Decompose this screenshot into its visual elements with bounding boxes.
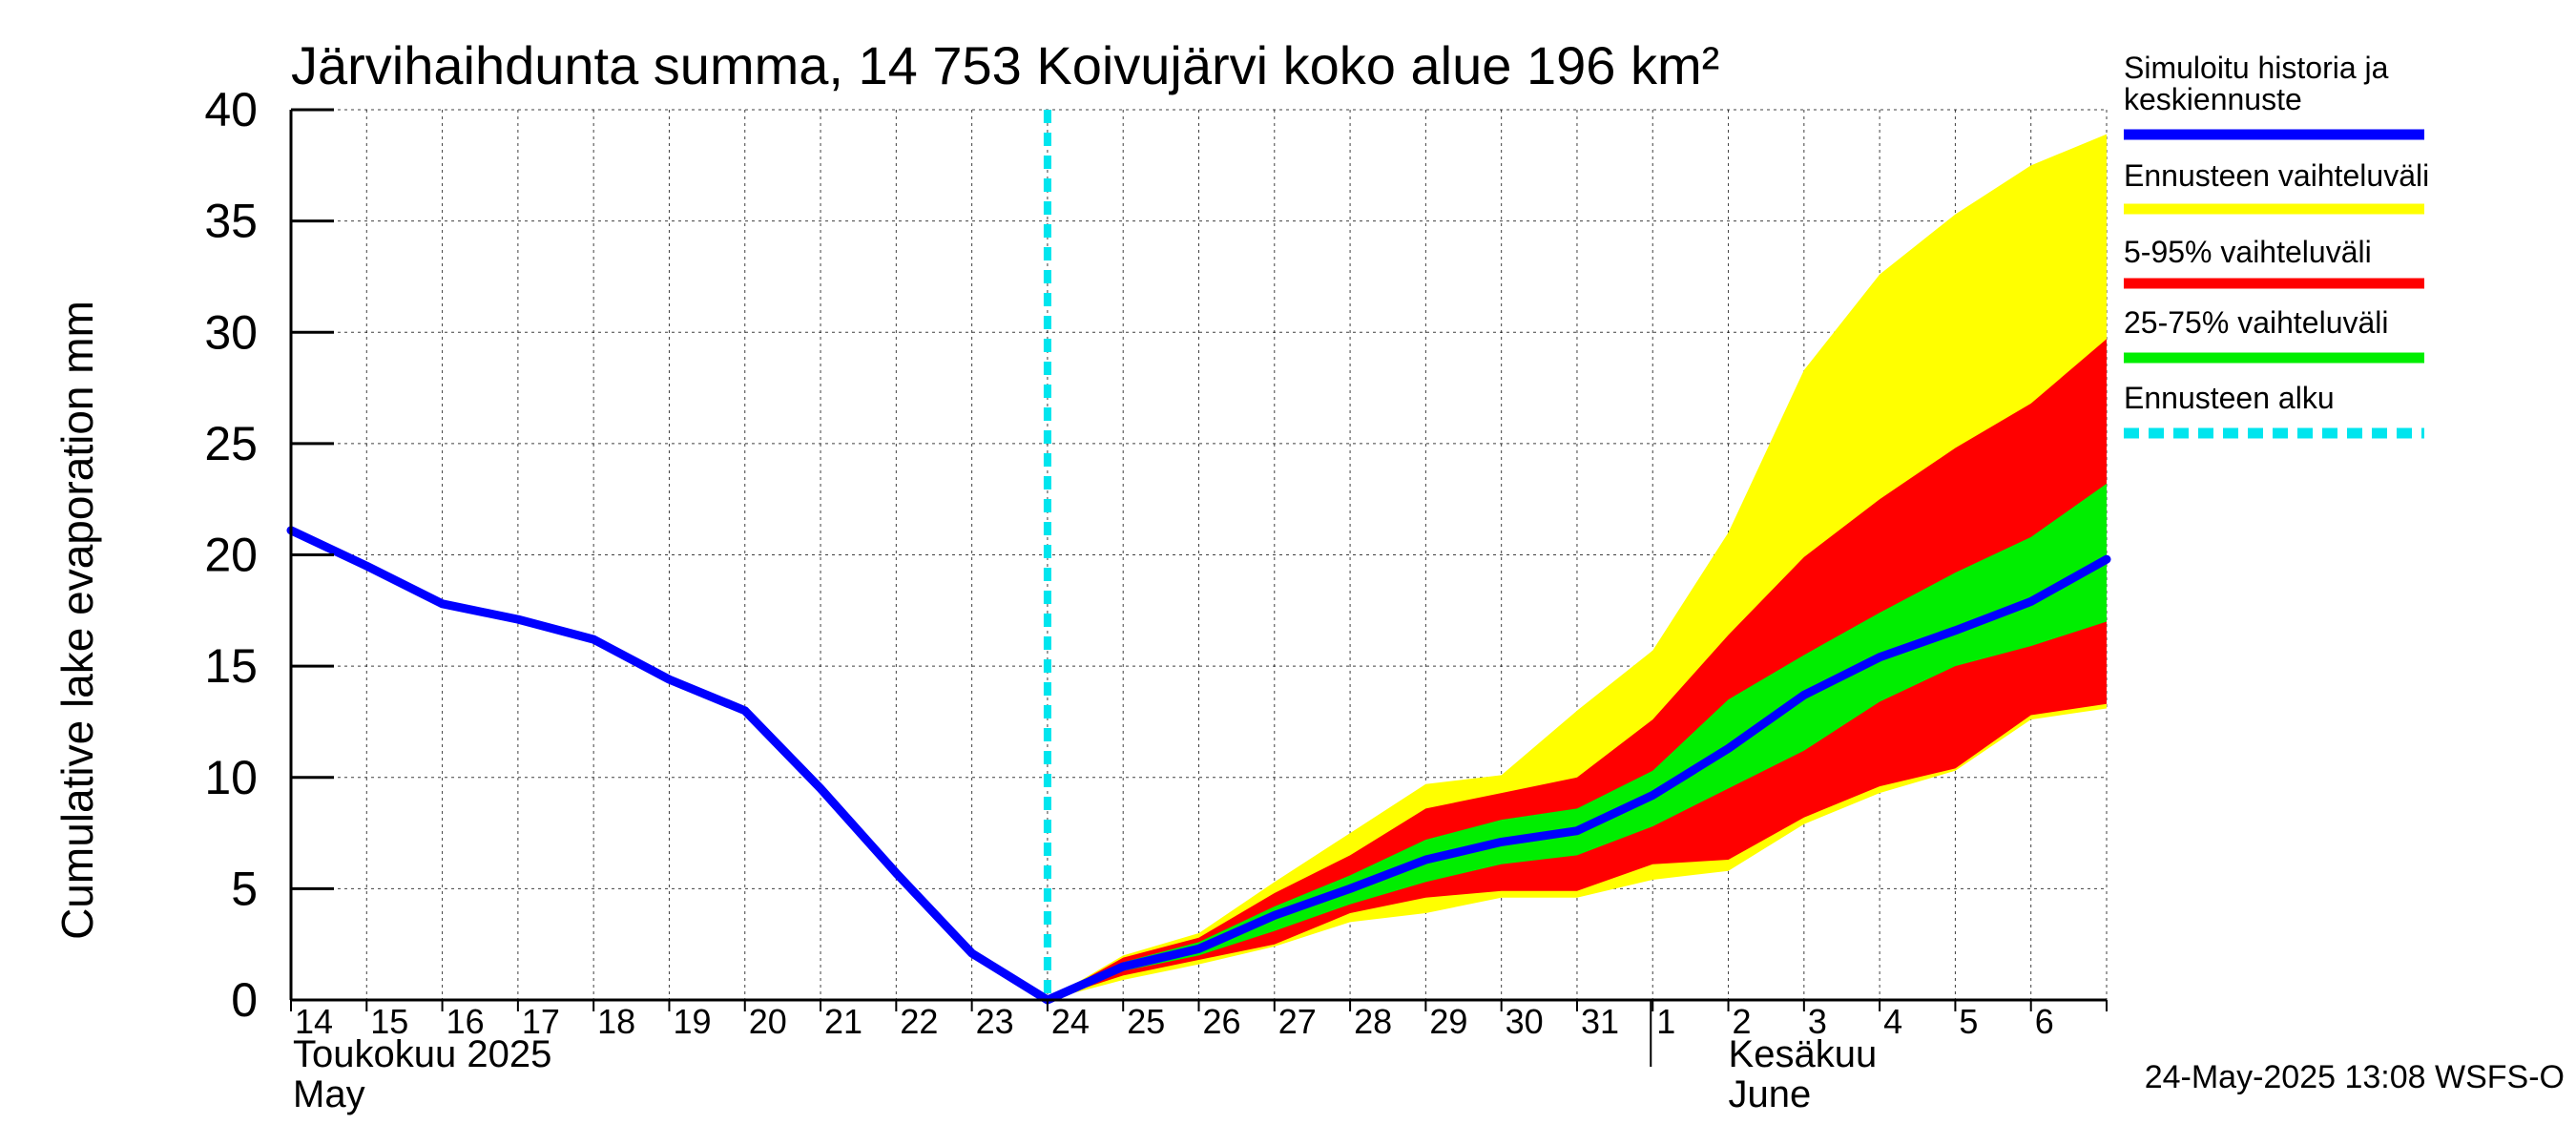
- x-tick-label: 23: [976, 1002, 1014, 1041]
- y-tick-label: 30: [204, 305, 258, 359]
- legend-label: 25-75% vaihteluväli: [2124, 305, 2389, 340]
- x-tick-label: 29: [1429, 1002, 1467, 1041]
- x-tick-label: 14: [295, 1002, 333, 1041]
- y-tick-label: 5: [231, 862, 258, 915]
- x-tick-label: 4: [1883, 1002, 1902, 1041]
- axes: [289, 108, 2108, 1067]
- x-tick-label: 26: [1203, 1002, 1241, 1041]
- x-tick-label: 17: [522, 1002, 560, 1041]
- chart-title: Järvihaihdunta summa, 14 753 Koivujärvi …: [291, 35, 1719, 95]
- legend-label: Simuloitu historia ja keskiennuste: [2124, 51, 2389, 116]
- x-tick-label: 22: [900, 1002, 938, 1041]
- x-tick-label: 1: [1656, 1002, 1675, 1041]
- y-tick-label: 25: [204, 417, 258, 470]
- x-tick-label: 25: [1127, 1002, 1165, 1041]
- x-tick-label: 24: [1051, 1002, 1090, 1041]
- legend-label: 5-95% vaihteluväli: [2124, 235, 2372, 269]
- x-tick-label: 2: [1733, 1002, 1752, 1041]
- forecast-bands: [1047, 134, 2107, 1001]
- legend-label-line: keskiennuste: [2124, 82, 2302, 116]
- y-tick-label: 40: [204, 83, 258, 136]
- series-line-median: [286, 526, 2111, 1005]
- x-tick-label: 16: [447, 1002, 485, 1041]
- x-tick-label: 3: [1808, 1002, 1827, 1041]
- y-tick-label: 10: [204, 751, 258, 804]
- x-tick-label: 6: [2035, 1002, 2054, 1041]
- x-tick-label: 31: [1581, 1002, 1619, 1041]
- x-tick-label: 5: [1959, 1002, 1978, 1041]
- x-tick-label: 21: [824, 1002, 862, 1041]
- y-tick-label: 35: [204, 195, 258, 248]
- month-label-secondary: June: [1729, 1073, 1812, 1115]
- month-label-primary: Toukokuu 2025: [293, 1033, 551, 1075]
- month-label-secondary: May: [293, 1073, 365, 1115]
- x-tick-label: 30: [1506, 1002, 1544, 1041]
- legend-label: Ennusteen alku: [2124, 381, 2335, 415]
- legend: Simuloitu historia ja keskiennuste Ennuste…: [2124, 51, 2429, 439]
- x-tick-label: 20: [749, 1002, 787, 1041]
- y-axis-label: Cumulative lake evaporation mm: [52, 301, 102, 940]
- x-tick-label: 18: [597, 1002, 635, 1041]
- x-tick-label: 27: [1278, 1002, 1317, 1041]
- y-tick-label: 15: [204, 639, 258, 693]
- x-tick-label: 28: [1354, 1002, 1392, 1041]
- footer-timestamp: 24-May-2025 13:08 WSFS-O: [2145, 1059, 2565, 1095]
- x-tick-labels: 14 15 16 17 18 19 20 21 22 23 24 25 26 27 28 29 30 31 1 2 3 4…: [295, 1002, 2054, 1041]
- x-tick-label: 15: [370, 1002, 408, 1041]
- y-tick-label: 0: [231, 973, 258, 1027]
- x-tick-label: 19: [673, 1002, 711, 1041]
- legend-label: Ennusteen vaihteluväli: [2124, 158, 2429, 193]
- y-tick-labels: 0 5 10 15 20 25 30 35 40: [204, 83, 258, 1027]
- series-lines: [286, 526, 2111, 1005]
- month-label-primary: Kesäkuu: [1729, 1033, 1878, 1075]
- y-tick-label: 20: [204, 529, 258, 582]
- legend-label-line: Simuloitu historia ja: [2124, 51, 2389, 85]
